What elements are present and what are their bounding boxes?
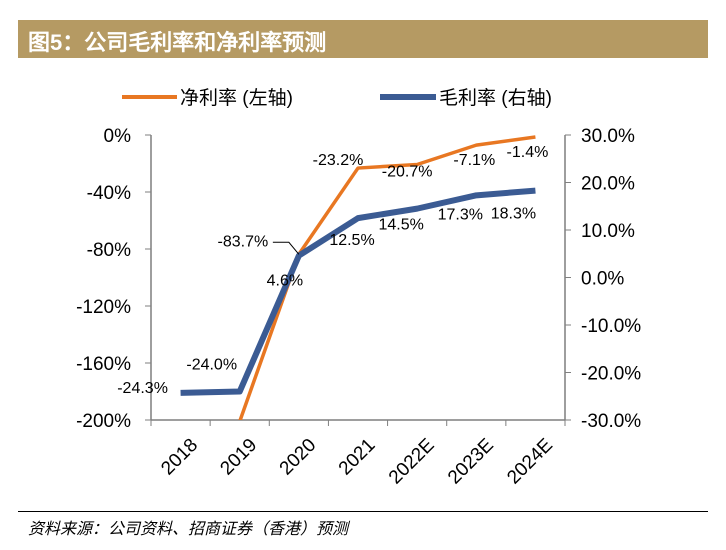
x-axis-category-label: 2024E [503, 435, 557, 489]
net-margin-label-leader [272, 241, 300, 255]
left-axis-tick-label: -200% [76, 411, 131, 432]
net-margin-data-label: -23.2% [313, 152, 364, 169]
net-margin-data-label: -1.4% [507, 144, 549, 161]
x-axis-category-label: 2023E [444, 435, 498, 489]
gross-margin-data-label: 14.5% [378, 217, 423, 234]
x-axis-category-label: 2022E [385, 435, 439, 489]
net-margin-data-label: -7.1% [453, 152, 495, 169]
left-axis-tick-label: -160% [76, 354, 131, 375]
source-note: 资料来源：公司资料、招商证券（香港）预测 [28, 521, 349, 538]
x-axis-category-label: 2018 [157, 435, 202, 480]
gross-margin-data-label: 17.3% [438, 206, 483, 223]
right-axis-tick-label: 10.0% [581, 221, 635, 242]
chart-title: 图5：公司毛利率和净利率预测 [28, 30, 327, 55]
net-margin-data-label: -83.7% [218, 233, 269, 250]
gross-margin-data-label: -24.0% [186, 357, 237, 374]
gross-margin-data-label: 12.5% [329, 232, 374, 249]
right-axis-tick-label: -20.0% [581, 364, 641, 385]
net-margin-data-label: -20.7% [382, 163, 433, 180]
left-axis-tick-label: -80% [87, 240, 131, 261]
right-axis-tick-label: 30.0% [581, 126, 635, 147]
x-axis-category-label: 2019 [217, 435, 262, 480]
title-bar: 图5：公司毛利率和净利率预测 [18, 20, 708, 58]
legend-gross-margin-label: 毛利率 (右轴) [439, 87, 552, 109]
legend-net-margin-label: 净利率 (左轴) [180, 87, 293, 109]
gross-margin-data-label: 18.3% [491, 206, 536, 223]
right-axis-tick-label: 0.0% [581, 269, 624, 290]
left-axis-tick-label: 0% [104, 126, 132, 147]
x-axis-category-label: 2021 [335, 435, 380, 480]
gross-margin-data-label: -24.3% [117, 380, 168, 397]
gross-margin-line [180, 187, 536, 396]
right-axis-tick-label: -10.0% [581, 316, 641, 337]
left-axis-tick-label: -120% [76, 297, 131, 318]
gross-margin-data-label: 4.6% [267, 273, 303, 290]
bottom-divider [18, 511, 708, 512]
right-axis-tick-label: -30.0% [581, 411, 641, 432]
left-axis-tick-label: -40% [87, 183, 131, 204]
x-axis-category-label: 2020 [276, 435, 321, 480]
right-axis-tick-label: 20.0% [581, 174, 635, 195]
